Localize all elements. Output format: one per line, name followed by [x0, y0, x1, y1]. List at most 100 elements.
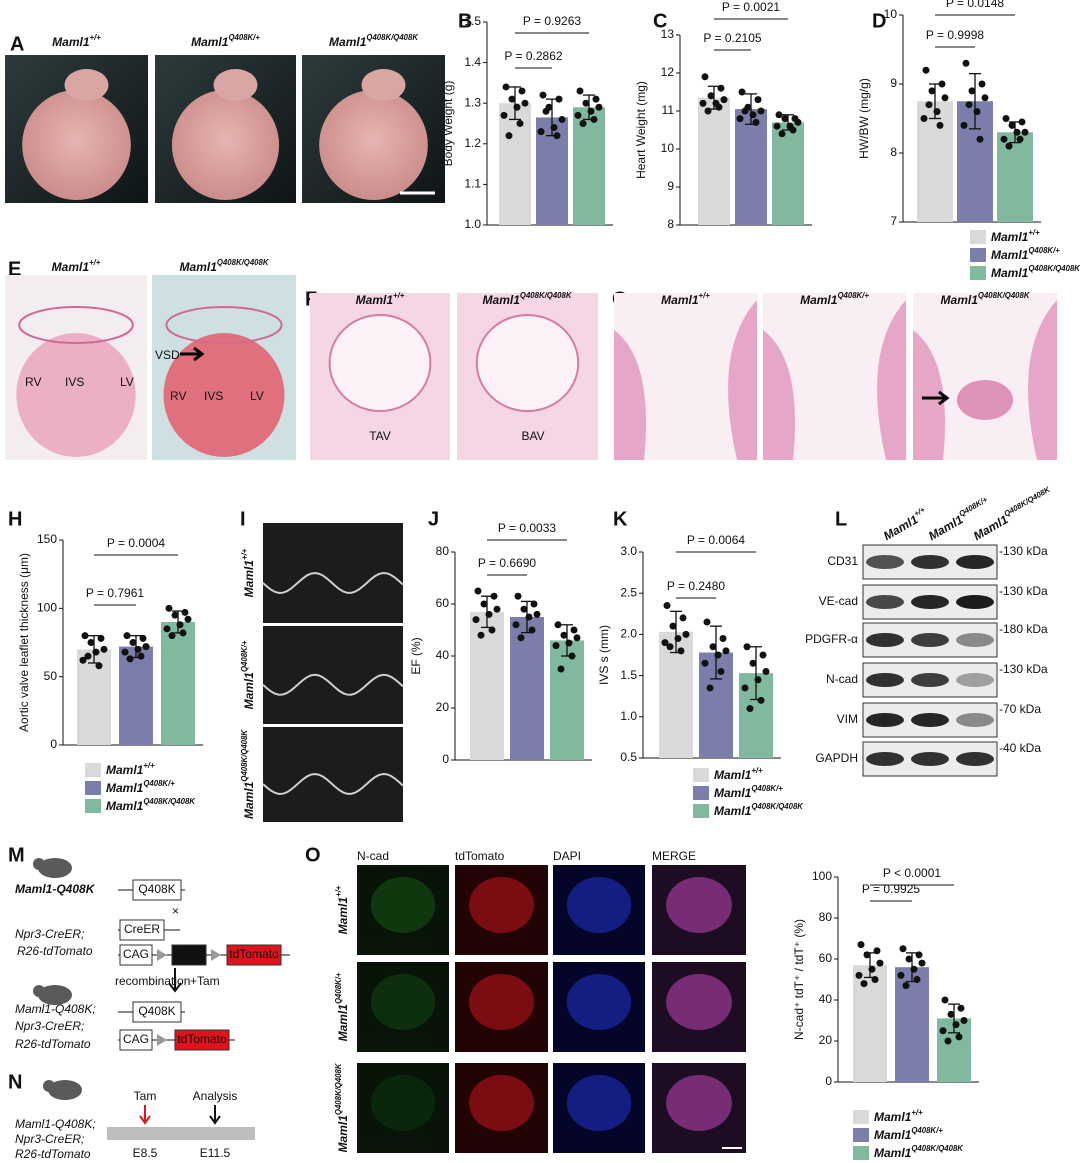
- point: [905, 955, 913, 963]
- gene: Maml1: [874, 1146, 912, 1160]
- arrow: [209, 1105, 221, 1125]
- genotype-label: Maml1Q408K/Q408K: [941, 291, 1031, 307]
- point: [542, 107, 550, 115]
- tissue: [614, 330, 646, 460]
- label: LV: [250, 389, 264, 403]
- bar: [895, 967, 929, 1082]
- genotype-label: Maml1Q408K/Q408K: [991, 264, 1080, 280]
- stage: E11.5: [200, 1146, 231, 1160]
- genotype-label: Maml1+/+: [874, 1108, 923, 1124]
- timeline: [107, 1127, 255, 1140]
- genotype: Q408K/+: [334, 972, 343, 1004]
- region: OFT cushion: [360, 1034, 428, 1048]
- gene: Maml1: [483, 293, 521, 307]
- legend-swatch: [853, 1110, 869, 1124]
- point: [171, 611, 179, 619]
- genotype: +/+: [89, 258, 101, 267]
- legend-swatch: [853, 1128, 869, 1142]
- y-tick-label: 12: [661, 65, 675, 79]
- protein-label: VIM: [837, 712, 858, 726]
- p-value: P = 0.2480: [667, 579, 725, 593]
- point: [493, 605, 501, 613]
- marker-label: -130 kDa: [999, 544, 1048, 558]
- tissue: [1028, 300, 1057, 460]
- point: [899, 945, 907, 953]
- legend-swatch: [85, 763, 101, 777]
- point: [968, 87, 976, 95]
- protein-label: PDGFR-α: [805, 632, 858, 646]
- y-tick-label: 1.2: [464, 136, 481, 150]
- point: [590, 115, 598, 123]
- point: [500, 111, 508, 119]
- tissue: [165, 306, 283, 344]
- marker-label: -130 kDa: [999, 584, 1048, 598]
- y-tick-label: 11: [662, 103, 675, 117]
- point: [1016, 135, 1024, 143]
- p-value: P = 0.0021: [722, 0, 780, 14]
- gene: Maml1: [191, 35, 229, 49]
- stop: [171, 944, 207, 966]
- heart: [171, 90, 280, 200]
- bar: [735, 109, 767, 225]
- channel: DAPI: [553, 849, 581, 863]
- allele: [132, 1001, 182, 1023]
- genotype-label: Maml1Q408K/+: [991, 246, 1060, 262]
- genotype: Q408K/Q408K: [520, 291, 573, 300]
- echo-trace: [262, 571, 404, 594]
- y-tick-label: 20: [436, 700, 450, 714]
- bar: [510, 617, 544, 760]
- point: [488, 626, 496, 634]
- point: [129, 639, 137, 646]
- panel-label: I: [240, 508, 246, 530]
- genotype-label: Maml1Q408K/Q408K: [329, 33, 419, 49]
- gene: Maml1: [971, 512, 1011, 543]
- legend-swatch: [970, 248, 986, 262]
- gene: Maml1: [800, 293, 838, 307]
- y-axis-title: EF (%): [409, 637, 423, 674]
- point: [176, 621, 184, 629]
- point: [179, 629, 187, 637]
- point: [518, 87, 526, 95]
- band: [866, 633, 904, 647]
- p-value: P = 0.0004: [107, 536, 165, 550]
- mouse: [48, 1080, 82, 1100]
- label: IVS: [204, 389, 223, 403]
- channel: N-cad: [357, 849, 389, 863]
- point: [962, 59, 970, 67]
- gene: Maml1: [106, 799, 144, 813]
- signal: [468, 1075, 535, 1131]
- p-value: P = 0.2105: [703, 31, 761, 45]
- genotype: Q408K/Q408K: [143, 797, 196, 806]
- point: [137, 652, 145, 660]
- reporter: [174, 1029, 230, 1051]
- region: OFT cushion: [360, 937, 428, 951]
- point: [513, 103, 521, 111]
- y-tick-label: 10: [661, 141, 675, 155]
- image: [357, 865, 449, 955]
- point: [973, 108, 981, 116]
- point: [709, 643, 717, 651]
- mouse-head: [33, 985, 45, 997]
- treatment: +Tam: [190, 974, 220, 988]
- protein-label: N-cad: [826, 672, 858, 686]
- cre: [119, 919, 165, 941]
- point: [682, 630, 690, 638]
- y-tick-label: 2.5: [620, 585, 637, 599]
- genotype: Q408K/Q408K: [751, 802, 804, 811]
- legend-swatch: [693, 804, 709, 818]
- point: [704, 107, 712, 115]
- point: [714, 651, 722, 659]
- point: [100, 645, 108, 653]
- gene: Maml1: [874, 1110, 912, 1124]
- channel: tdTomato: [455, 849, 505, 863]
- y-tick-label: 0: [825, 1074, 832, 1088]
- point: [775, 111, 783, 119]
- point: [663, 602, 671, 610]
- heart: [22, 90, 131, 200]
- tissue: [728, 300, 757, 460]
- tissue: [877, 300, 906, 460]
- y-tick-label: 80: [436, 544, 450, 558]
- gene: Maml1: [336, 1004, 350, 1042]
- point: [525, 613, 533, 621]
- point: [717, 84, 725, 92]
